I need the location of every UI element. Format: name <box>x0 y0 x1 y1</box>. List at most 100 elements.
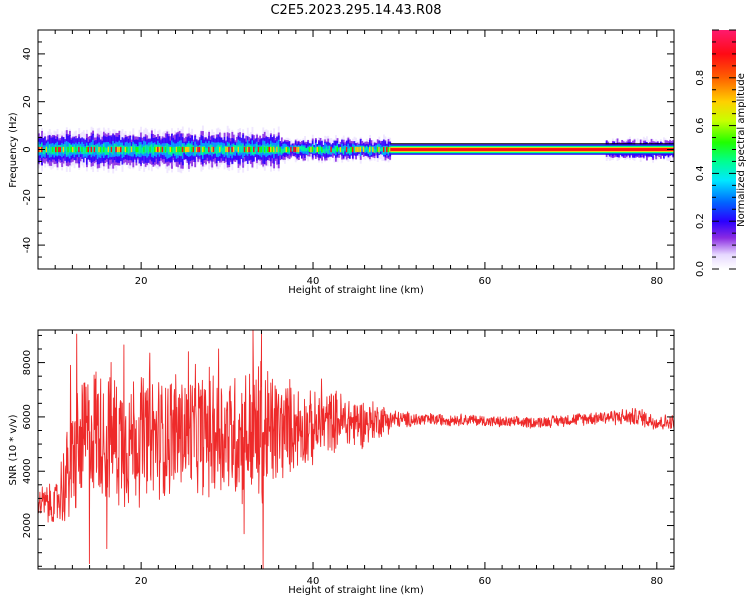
spectrogram-cell <box>229 147 232 154</box>
spectrogram-cell <box>50 146 53 155</box>
spectrogram-cell <box>85 146 88 153</box>
spectrogram-cell <box>370 147 373 155</box>
spectrogram-cell <box>328 145 331 150</box>
spectrogram-cell <box>171 146 173 153</box>
spectrogram-cell <box>355 146 358 153</box>
spectrogram-cell <box>194 147 197 156</box>
spectrogram-cell <box>372 146 375 153</box>
spectrogram-cell <box>106 147 108 155</box>
spectrogram-cell <box>353 146 356 152</box>
spectrogram-cell <box>112 145 115 155</box>
spectrogram-cell <box>154 146 156 153</box>
spectrogram-cell <box>347 148 350 154</box>
spectrogram-cell <box>188 146 190 153</box>
snr-y-tick-label: 6000 <box>22 404 33 429</box>
spectrogram-cell <box>276 146 279 153</box>
colorbar-label: Normalized spectral amplitude <box>736 73 747 227</box>
spectrogram-cell <box>256 144 259 152</box>
spectrogram-cell <box>62 146 65 153</box>
colorbar-tick-label: 0.8 <box>695 70 706 86</box>
spectrogram-cell <box>376 146 379 153</box>
spectrogram-cell <box>305 148 308 152</box>
spectrogram-cell <box>42 147 45 155</box>
spectrogram-cell <box>104 147 107 155</box>
spectrogram-cell <box>358 146 361 153</box>
spectrogram-cell <box>163 146 166 153</box>
spectrogram-cell <box>55 146 57 153</box>
spectrogram-x-tick-label: 80 <box>650 276 663 287</box>
spectrogram-cell <box>48 144 51 153</box>
spectrogram-cell <box>195 146 198 153</box>
spectrogram-cell <box>236 145 238 152</box>
spectrogram-cell <box>73 145 76 153</box>
spectrogram-cell <box>313 147 316 151</box>
spectrogram-cell <box>245 146 248 153</box>
spectrogram-cell <box>115 146 118 153</box>
spectrogram-cell <box>262 144 265 153</box>
spectrogram-cell <box>61 145 64 153</box>
snr-y-tick-label: 4000 <box>22 459 33 484</box>
spectrogram-cell <box>335 145 337 152</box>
spectrogram-cell <box>379 148 382 152</box>
spectrogram-cell <box>47 147 50 155</box>
spectrogram-cell <box>321 146 323 153</box>
spectrogram-cell <box>348 148 351 154</box>
spectrogram-cell <box>234 145 237 151</box>
spectrogram-cell <box>234 145 237 156</box>
spectrogram-cell <box>160 146 163 153</box>
spectrogram-cell <box>251 146 254 155</box>
spectrogram-cell <box>361 145 364 150</box>
spectrogram-cell <box>350 146 353 153</box>
snr-x-tick-label: 20 <box>135 576 148 587</box>
spectrogram-cell <box>107 146 110 153</box>
spectrogram-cell <box>186 146 189 153</box>
spectrogram-panel: 20 40 60 80 -40 -20 0 20 40 Height of straight l… <box>8 29 675 296</box>
spectrogram-cell <box>313 147 316 154</box>
spectrogram-ticks: 20 40 60 80 -40 -20 0 20 40 <box>22 29 675 287</box>
spectrogram-cell <box>314 143 317 153</box>
spectrogram-cell <box>282 148 285 154</box>
spectrogram-cell <box>283 147 286 153</box>
spectrogram-cell <box>76 145 79 152</box>
spectrogram-cell <box>175 146 178 153</box>
spectrogram-cell <box>365 145 368 150</box>
spectrogram-cell <box>356 146 359 153</box>
spectrogram-cell <box>268 146 271 153</box>
spectrogram-cell <box>92 144 95 154</box>
spectrogram-cell <box>191 146 194 153</box>
spectrogram-cell <box>231 146 234 153</box>
spectrogram-y-tick-label: 0 <box>22 146 33 152</box>
spectrogram-cell <box>222 147 224 155</box>
spectrogram-main-band <box>390 148 674 151</box>
spectrogram-cell <box>318 146 320 153</box>
colorbar: 0.0 0.2 0.4 0.6 0.8 Normalized spectral ampl… <box>695 29 747 277</box>
snr-frame <box>37 329 675 570</box>
spectrogram-cell <box>70 146 73 153</box>
spectrogram-cell <box>110 146 113 153</box>
spectrogram-cell <box>172 147 175 154</box>
spectrogram-cell <box>180 146 183 153</box>
spectrogram-cell <box>147 146 150 154</box>
spectrogram-cell <box>82 146 85 155</box>
spectrogram-cell <box>197 146 200 153</box>
spectrogram-cell <box>364 147 367 152</box>
spectrogram-cell <box>290 146 293 153</box>
spectrogram-cell <box>89 148 91 155</box>
spectrogram-cell <box>291 145 294 151</box>
spectrogram-cell <box>200 146 203 155</box>
spectrogram-cell <box>296 146 299 153</box>
spectrogram-cell <box>217 144 220 153</box>
spectrogram-cell <box>121 145 124 155</box>
spectrogram-cell <box>95 145 98 152</box>
colorbar-tick-label: 0.0 <box>695 261 706 277</box>
spectrogram-cell <box>137 146 139 153</box>
spectrogram-cell <box>211 146 214 153</box>
spectrogram-cell <box>150 144 153 153</box>
spectrogram-y-tick-label: -40 <box>22 237 33 253</box>
spectrogram-cell <box>270 146 272 153</box>
colorbar-tick-label: 0.4 <box>695 165 706 181</box>
spectrogram-cell <box>297 146 300 153</box>
spectrogram-cell <box>307 146 310 151</box>
spectrogram-cell <box>212 146 215 153</box>
